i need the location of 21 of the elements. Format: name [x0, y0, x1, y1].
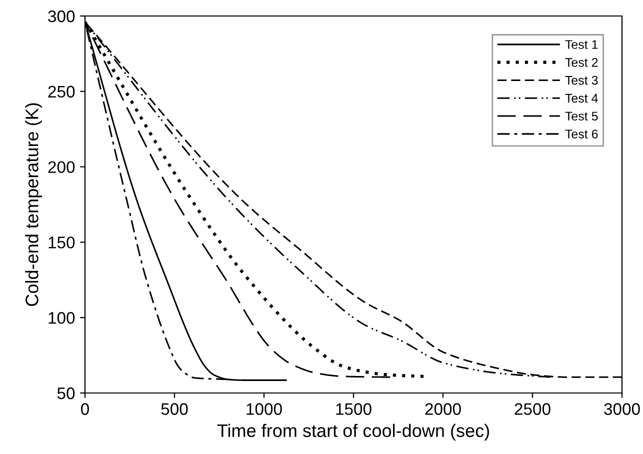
- y-tick-label: 100: [48, 312, 75, 324]
- y-tick-label: 200: [48, 161, 75, 174]
- x-tick-label: 500: [161, 403, 188, 415]
- y-tick-label: 50: [57, 387, 75, 400]
- legend-label: Test 1: [565, 40, 598, 49]
- legend-label: Test 3: [565, 76, 598, 85]
- x-axis-title: Time from start of cool-down (sec): [217, 424, 490, 441]
- x-tick-label: 3000: [604, 403, 640, 415]
- x-tick-label: 1000: [246, 403, 282, 415]
- y-axis-title: Cold-end temperature (K): [25, 103, 42, 306]
- legend-label: Test 5: [565, 112, 598, 121]
- x-tick-label: 0: [81, 403, 89, 415]
- y-tick-label: 250: [48, 86, 75, 98]
- legend-label: Test 6: [565, 130, 598, 138]
- legend-label: Test 2: [565, 58, 598, 67]
- x-tick-label: 2500: [514, 403, 550, 415]
- x-tick-label: 1500: [336, 403, 372, 415]
- x-tick-label: 2000: [425, 403, 461, 415]
- y-tick-label: 300: [48, 10, 75, 22]
- legend-label: Test 4: [565, 94, 598, 103]
- y-tick-label: 150: [48, 236, 75, 248]
